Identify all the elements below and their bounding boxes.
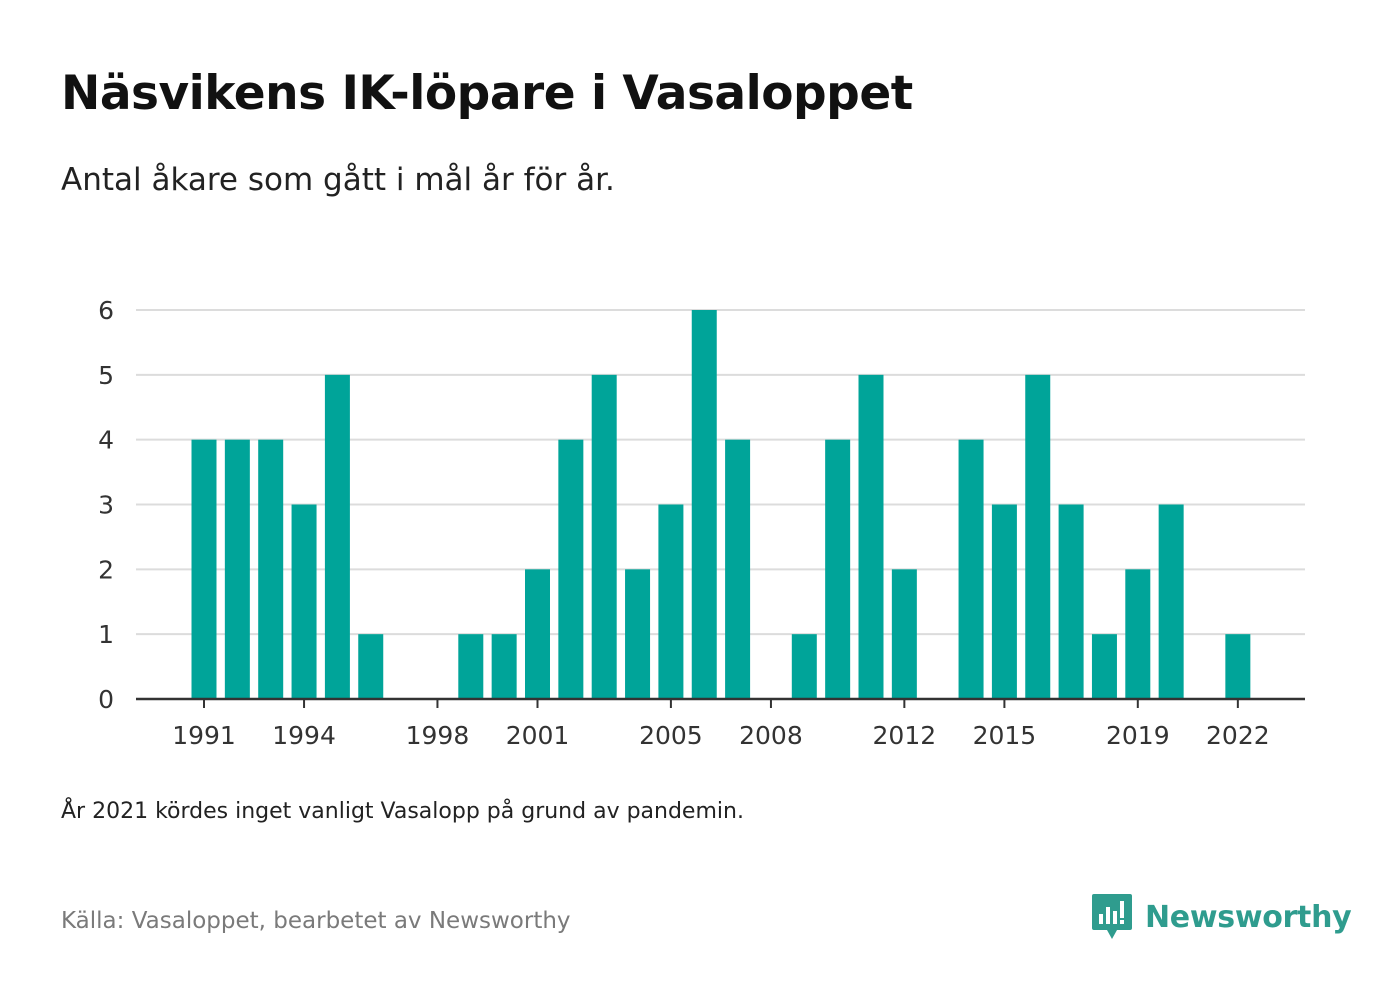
bar-1999 [458,634,484,699]
bar-2018 [1091,634,1117,699]
x-tick-label-1998: 1998 [406,721,470,750]
source-credit: Källa: Vasaloppet, bearbetet av Newswort… [61,908,571,934]
y-tick-label-2: 2 [98,555,114,584]
x-axis [136,697,1305,708]
x-tick-label-2012: 2012 [873,721,937,750]
footnote: År 2021 kördes inget vanligt Vasalopp på… [61,799,744,824]
bar-1992 [224,439,250,699]
x-tick-label-2005: 2005 [639,721,703,750]
bar-2002 [558,439,584,699]
x-tick-label-1994: 1994 [272,721,336,750]
newsworthy-brand[interactable]: Newsworthy [1091,891,1352,943]
newsworthy-logo-icon [1092,894,1132,939]
bar-2014 [958,439,984,699]
bar-2000 [491,634,517,699]
bar-2019 [1125,569,1151,699]
x-tick-label-1991: 1991 [172,721,236,750]
bar-2017 [1058,504,1084,699]
bar-chart: 0 1 2 3 4 5 6 1991 1994 1998 2001 2005 2008 2012 2015… [98,296,1305,750]
bar-1993 [258,439,284,699]
bar-2020 [1158,504,1184,699]
bar-1995 [324,374,350,699]
bar-2006 [691,310,717,699]
x-tick-label-2001: 2001 [506,721,570,750]
bar-2010 [825,439,851,699]
y-tick-label-4: 4 [98,426,114,455]
bar-2012 [891,569,917,699]
bar-2016 [1025,374,1051,699]
bar-2009 [791,634,817,699]
bar-2007 [725,439,751,699]
bar-1996 [358,634,384,699]
y-tick-label-6: 6 [98,296,114,325]
bar-2004 [625,569,651,699]
bar-2015 [991,504,1017,699]
x-tick-label-2008: 2008 [739,721,803,750]
y-tick-label-5: 5 [98,361,114,390]
bar-1994 [291,504,317,699]
y-tick-label-3: 3 [98,491,114,520]
x-tick-labels: 1991 1994 1998 2001 2005 2008 2012 2015 2019 2022 [172,721,1269,750]
y-tick-label-0: 0 [98,685,114,714]
y-tick-label-1: 1 [98,620,114,649]
y-tick-labels: 0 1 2 3 4 5 6 [98,296,114,714]
x-tick-label-2019: 2019 [1106,721,1170,750]
chart-title: Näsvikens IK-löpare i Vasaloppet [61,66,913,121]
x-tick-label-2022: 2022 [1206,721,1270,750]
bar-2011 [858,374,884,699]
bar-2001 [525,569,550,699]
bars [191,310,1251,699]
bar-2003 [591,374,617,699]
brand-name: Newsworthy [1145,899,1352,935]
x-tick-label-2015: 2015 [973,721,1037,750]
bar-1991 [191,439,217,699]
bar-2022 [1225,634,1251,699]
bar-2005 [658,504,684,699]
chart-subtitle: Antal åkare som gått i mål år för år. [61,162,615,198]
